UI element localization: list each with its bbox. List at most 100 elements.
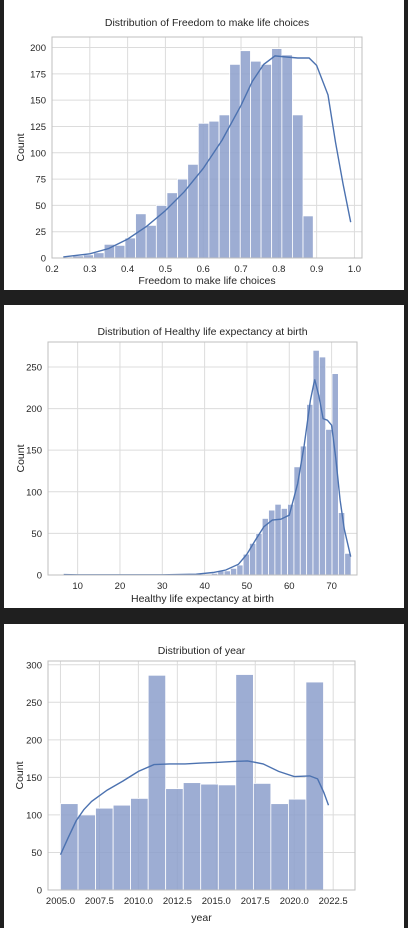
histogram-bar [306, 404, 314, 576]
histogram-bar [124, 237, 136, 259]
freedom-histogram-chart: 0.2 0.3 0.4 0.5 0.6 0.7 0.8 0.9 1.0 0 25 50 75 100 125… [15, 17, 363, 287]
x-tick-label: 2020.0 [280, 896, 309, 907]
y-tick-label: 200 [26, 404, 42, 415]
x-tick-label: 10 [72, 581, 83, 592]
y-tick-label: 150 [30, 96, 46, 107]
x-tick-label: 0.2 [45, 264, 58, 275]
histogram-bar [95, 807, 114, 891]
histogram-bar [93, 252, 105, 259]
x-tick-label: 0.4 [121, 264, 134, 275]
y-tick-label: 125 [30, 122, 46, 133]
x-axis-label: Freedom to make life choices [138, 275, 275, 287]
histogram-bar [145, 224, 157, 259]
x-tick-label: 70 [326, 581, 337, 592]
y-tick-label: 100 [26, 487, 42, 498]
y-tick-label: 250 [26, 698, 42, 709]
histogram-bar [292, 114, 304, 259]
x-tick-label: 50 [242, 581, 253, 592]
histogram-bar [77, 814, 96, 891]
histogram-bar [182, 782, 202, 891]
histogram-bar [177, 178, 189, 259]
plot-frame [47, 660, 356, 891]
x-tick-label: 2012.5 [163, 896, 192, 907]
chart-title: Distribution of Freedom to make life cho… [105, 17, 309, 29]
histogram-bar [166, 192, 178, 259]
y-tick-label: 150 [26, 773, 42, 784]
y-tick-label: 0 [41, 254, 46, 265]
histogram-bar [114, 244, 126, 259]
x-tick-label: 2022.5 [319, 896, 348, 907]
y-tick-label: 250 [26, 362, 42, 373]
y-tick-label: 150 [26, 446, 42, 457]
histogram-bar [252, 782, 272, 891]
histogram-bar [255, 532, 263, 576]
y-tick-label: 300 [26, 660, 42, 671]
kde-line [63, 379, 352, 576]
histogram-bar [208, 120, 220, 259]
x-tick-label: 30 [157, 581, 168, 592]
histogram-bar [250, 60, 262, 259]
histogram-bar [217, 784, 237, 891]
y-axis-label: Count [15, 444, 27, 472]
x-tick-label: 0.9 [310, 264, 323, 275]
y-tick-label: 100 [26, 810, 42, 821]
x-axis-label: Healthy life expectancy at birth [131, 593, 274, 605]
x-tick-label: 60 [284, 581, 295, 592]
x-tick-label: 0.7 [234, 264, 247, 275]
year-histogram-chart: 2005.0 2007.5 2010.0 2012.5 2015.0 2017.5 2020… [14, 645, 356, 924]
x-tick-label: 2005.0 [46, 896, 75, 907]
chart-panel-year: 2005.0 2007.5 2010.0 2012.5 2015.0 2017.5 2020… [4, 624, 404, 928]
y-tick-label: 50 [31, 848, 42, 859]
histogram-bar [187, 163, 199, 259]
chart-panel-freedom: 0.2 0.3 0.4 0.5 0.6 0.7 0.8 0.9 1.0 0 25 50 75 100 125… [4, 0, 404, 290]
y-axis-label: Count [15, 133, 27, 161]
life-expectancy-histogram-chart: 10 20 30 40 50 60 70 0 50 100 150 200 250 Distributio… [15, 326, 358, 605]
y-tick-label: 0 [37, 571, 42, 582]
histogram-bar [147, 674, 167, 891]
kde-line [63, 55, 352, 258]
chart-title: Distribution of year [158, 645, 246, 657]
histogram-bar [236, 564, 244, 576]
y-tick-label: 50 [31, 529, 42, 540]
histogram-bar [302, 215, 314, 259]
x-tick-label: 2010.0 [124, 896, 153, 907]
histogram-bar [130, 797, 149, 891]
histogram-bar [165, 788, 184, 891]
y-tick-label: 25 [35, 227, 46, 238]
histogram-bar [288, 798, 307, 891]
x-tick-label: 0.5 [159, 264, 172, 275]
histogram-bar [239, 50, 251, 259]
histogram-bar [60, 803, 79, 891]
y-tick-label: 200 [30, 43, 46, 54]
histogram-bar [318, 356, 327, 576]
x-tick-label: 20 [115, 581, 126, 592]
chart-panel-life-expectancy: 10 20 30 40 50 60 70 0 50 100 150 200 250 Distributio… [4, 305, 404, 608]
y-tick-label: 200 [26, 735, 42, 746]
y-tick-label: 50 [35, 201, 46, 212]
histogram-bar [230, 567, 238, 576]
kde-line [59, 760, 330, 855]
histogram-bar [271, 48, 283, 259]
histogram-bar [223, 570, 231, 576]
x-axis-label: year [191, 912, 212, 924]
histogram-bar [235, 674, 254, 891]
histogram-bar [325, 428, 333, 576]
histogram-bar [270, 803, 289, 891]
y-tick-label: 100 [30, 148, 46, 159]
y-axis-label: Count [14, 761, 26, 789]
x-tick-label: 0.6 [197, 264, 210, 275]
histogram-bar [200, 783, 219, 891]
x-tick-label: 2017.5 [241, 896, 270, 907]
histogram-bar [135, 213, 147, 259]
histogram-bar [229, 63, 241, 259]
y-tick-label: 175 [30, 69, 46, 80]
plot-frame [51, 36, 363, 259]
chart-title: Distribution of Healthy life expectancy … [97, 326, 307, 338]
histogram-bar [274, 503, 282, 576]
x-tick-label: 2015.0 [202, 896, 231, 907]
y-tick-label: 75 [35, 175, 46, 186]
histogram-bar [260, 63, 273, 259]
x-tick-label: 40 [199, 581, 210, 592]
histogram-bar [197, 122, 210, 259]
x-tick-label: 0.3 [83, 264, 96, 275]
